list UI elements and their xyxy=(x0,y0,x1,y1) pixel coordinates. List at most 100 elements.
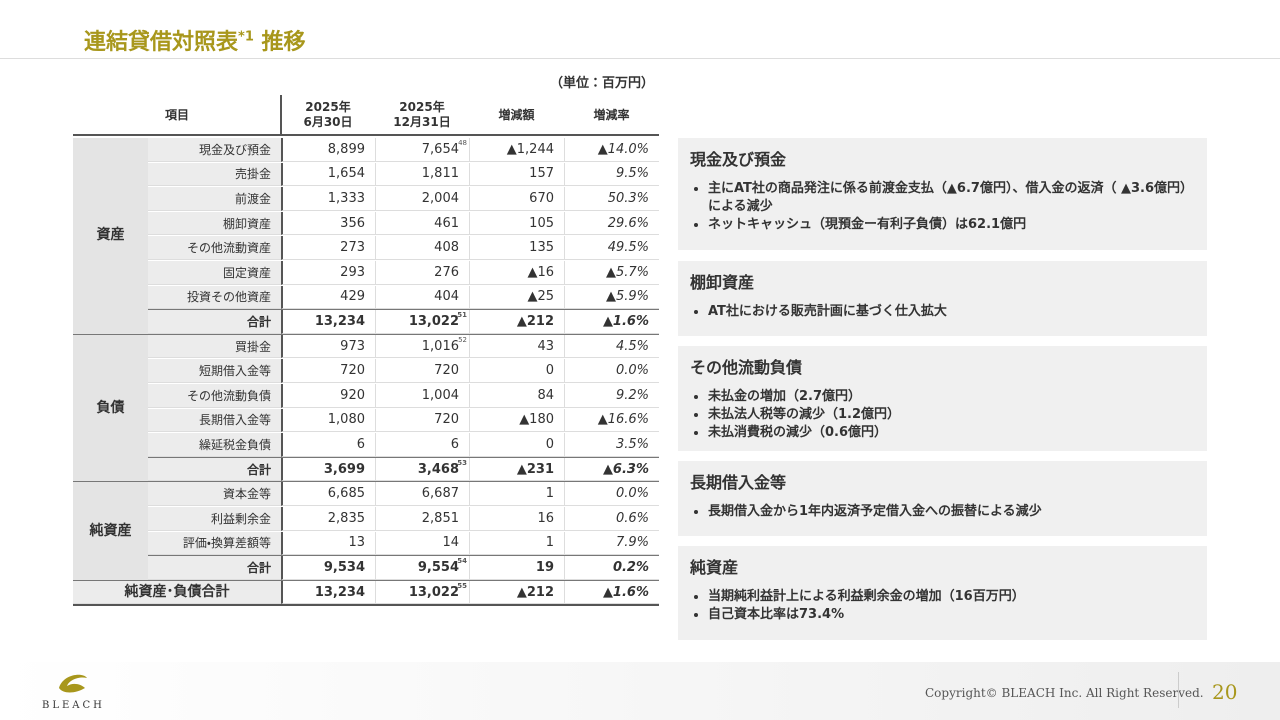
group-label: 負債 xyxy=(73,334,148,482)
value-cell: ▲1.6% xyxy=(564,580,659,605)
row-label: 繰延税金負債 xyxy=(148,433,281,457)
value-cell: 1,080 xyxy=(281,408,375,433)
value-cell: ▲25 xyxy=(469,285,564,310)
title-text: 連結貸借対照表 xyxy=(84,30,239,55)
value-cell: 1,654 xyxy=(281,162,375,187)
value-cell: ▲16.6% xyxy=(564,408,659,433)
logo-text: BLEACH xyxy=(42,700,105,711)
value-cell: 429 xyxy=(281,285,375,310)
value-cell: 720 xyxy=(375,359,469,383)
title: 連結貸借対照表*1 推移 xyxy=(84,24,306,56)
header-vline xyxy=(280,95,282,135)
value-cell: 9,534 xyxy=(281,556,375,580)
value-cell: 1 xyxy=(469,531,564,556)
note-bullet: 未払消費税の減少（0.6億円） xyxy=(708,424,1195,442)
value-cell: ▲180 xyxy=(469,408,564,433)
header-rule xyxy=(73,134,659,136)
row-label: 短期借入金等 xyxy=(148,359,281,383)
value-cell: 7.9% xyxy=(564,531,659,556)
note-list: AT社における販売計画に基づく仕入拡大 xyxy=(690,303,1195,321)
value-cell: ▲5.9% xyxy=(564,285,659,310)
value-cell: 6,685 xyxy=(281,482,375,506)
value-cell: 356 xyxy=(281,211,375,236)
value-cell: ▲14.0% xyxy=(564,138,659,162)
note-heading: その他流動負債 xyxy=(690,358,803,377)
value-cell: 720 xyxy=(281,359,375,383)
value-cell: 13,234 xyxy=(281,580,375,605)
note-bullet: 主にAT社の商品発注に係る前渡金支払（▲6.7億円）、借入金の返済（ ▲3.6億… xyxy=(708,180,1195,216)
value-cell: 2,004 xyxy=(375,187,469,211)
group-label: 純資産 xyxy=(73,482,148,580)
note-box: 純資産当期純利益計上による利益剰余金の増加（16百万円）自己資本比率は73.4% xyxy=(678,546,1207,640)
total-rule xyxy=(73,579,659,581)
value-cell: 19 xyxy=(469,556,564,580)
value-cell: 43 xyxy=(469,334,564,359)
column-header: 項目 xyxy=(73,95,281,135)
note-list: 未払金の増加（2.7億円）未払法人税等の減少（1.2億円）未払消費税の減少（0.… xyxy=(690,388,1195,442)
note-heading: 純資産 xyxy=(690,558,739,577)
footer: BLEACH Copyright© BLEACH Inc. All Right … xyxy=(0,662,1280,720)
row-label: 純資産･負債合計 xyxy=(73,580,281,605)
unit: （単位：百万円） xyxy=(550,76,655,91)
value-cell: 6,687 xyxy=(375,482,469,506)
header-line: 2025年 xyxy=(305,100,351,114)
note-box: 現金及び預金主にAT社の商品発注に係る前渡金支払（▲6.7億円）、借入金の返済（… xyxy=(678,138,1207,250)
note-list: 主にAT社の商品発注に係る前渡金支払（▲6.7億円）、借入金の返済（ ▲3.6億… xyxy=(690,180,1195,234)
value-cell: 973 xyxy=(281,334,375,359)
header-line: 2025年 xyxy=(399,100,445,114)
row-label: 買掛金 xyxy=(148,334,281,359)
note-list: 当期純利益計上による利益剰余金の増加（16百万円）自己資本比率は73.4% xyxy=(690,588,1195,624)
row-label: 固定資産 xyxy=(148,261,281,285)
total-rule xyxy=(148,309,659,311)
note-bullet: ネットキャッシュ（現預金ー有利子負債）は62.1億円 xyxy=(708,216,1195,234)
value-cell: 273 xyxy=(281,236,375,260)
value-cell: 13,022 51 xyxy=(375,310,469,334)
value-cell: 670 xyxy=(469,187,564,211)
value-cell: 9.5% xyxy=(564,162,659,187)
value-cell: 6 xyxy=(281,433,375,457)
value-cell: 16 xyxy=(469,507,564,531)
group-rule xyxy=(73,481,659,483)
header-line: 増減率 xyxy=(593,107,630,122)
divider xyxy=(0,58,1280,59)
value-cell: 276 xyxy=(375,261,469,285)
value-cell: 4.5% xyxy=(564,334,659,359)
note-box: 長期借入金等長期借入金から1年内返済予定借入金への振替による減少 xyxy=(678,461,1207,536)
row-label: 評価・換算差額等 xyxy=(148,531,281,556)
row-label: 現金及び預金 xyxy=(148,138,281,162)
footnote-ref: 55 xyxy=(457,581,467,590)
value-cell: 0.0% xyxy=(564,359,659,383)
value-cell: 408 xyxy=(375,236,469,260)
column-header: 2025年 6月30日 xyxy=(281,95,375,135)
value-cell: ▲231 xyxy=(469,457,564,482)
value-cell: 13,022 55 xyxy=(375,580,469,605)
value-cell: 2,851 xyxy=(375,507,469,531)
row-label: 棚卸資産 xyxy=(148,211,281,236)
value-cell: 1,811 xyxy=(375,162,469,187)
page-number: 20 xyxy=(1212,680,1238,704)
footnote-ref: 53 xyxy=(457,458,467,467)
column-header: 2025年 12月31日 xyxy=(375,95,469,135)
value-cell: 1 xyxy=(469,482,564,506)
value-cell: 2,835 xyxy=(281,507,375,531)
note-bullet: AT社における販売計画に基づく仕入拡大 xyxy=(708,303,1195,321)
value-cell: 29.6% xyxy=(564,211,659,236)
header-line: 12月31日 xyxy=(393,115,451,129)
value-cell: 0 xyxy=(469,433,564,457)
note-bullet: 長期借入金から1年内返済予定借入金への振替による減少 xyxy=(708,503,1195,521)
row-label: 合計 xyxy=(148,457,281,482)
footer-divider xyxy=(1178,672,1179,708)
value-cell: 461 xyxy=(375,211,469,236)
value-cell: 157 xyxy=(469,162,564,187)
row-label: 長期借入金等 xyxy=(148,408,281,433)
note-heading: 棚卸資産 xyxy=(690,273,755,292)
value-cell: 1,016 52 xyxy=(375,334,469,359)
logo-mark xyxy=(59,674,87,693)
value-cell: 50.3% xyxy=(564,187,659,211)
row-label: 合計 xyxy=(148,310,281,334)
footnote-ref: 54 xyxy=(457,557,467,566)
value-cell: 3.5% xyxy=(564,433,659,457)
row-label: 売掛金 xyxy=(148,162,281,187)
note-list: 長期借入金から1年内返済予定借入金への振替による減少 xyxy=(690,503,1195,521)
footnote-ref: 48 xyxy=(458,139,467,147)
